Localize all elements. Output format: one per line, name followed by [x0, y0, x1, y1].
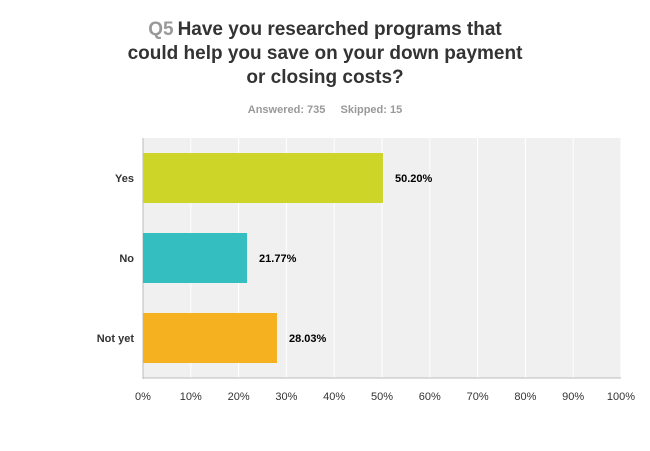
bar: [143, 233, 248, 283]
x-tick-label: 0%: [135, 391, 151, 403]
x-tick-label: 90%: [562, 391, 584, 403]
skipped-count: Skipped: 15: [340, 104, 403, 116]
data-label: 28.03%: [289, 333, 327, 345]
response-summary: Answered: 735 Skipped: 15: [0, 104, 650, 116]
answered-count: Answered: 735: [247, 104, 326, 116]
question-line-2: could help you save on your down payment: [127, 43, 523, 64]
data-label: 21.77%: [259, 253, 297, 265]
data-label: 50.20%: [395, 173, 433, 185]
bar: [143, 153, 383, 203]
category-label: Yes: [115, 173, 134, 185]
category-label: No: [119, 253, 134, 265]
x-tick-label: 80%: [514, 391, 536, 403]
x-tick-label: 60%: [419, 391, 441, 403]
question-line-3: or closing costs?: [246, 67, 404, 88]
x-tick-label: 50%: [371, 391, 393, 403]
x-tick-label: 20%: [228, 391, 250, 403]
x-tick-label: 100%: [607, 391, 635, 403]
x-tick-label: 10%: [180, 391, 202, 403]
chart-title: Q5 Have you researched programs that coul…: [100, 18, 550, 90]
question-line-1: Have you researched programs that: [177, 19, 502, 40]
bar: [143, 313, 277, 363]
x-tick-label: 30%: [275, 391, 297, 403]
x-tick-label: 40%: [323, 391, 345, 403]
question-number: Q5: [148, 19, 174, 40]
x-tick-label: 70%: [467, 391, 489, 403]
category-label: Not yet: [97, 333, 135, 345]
